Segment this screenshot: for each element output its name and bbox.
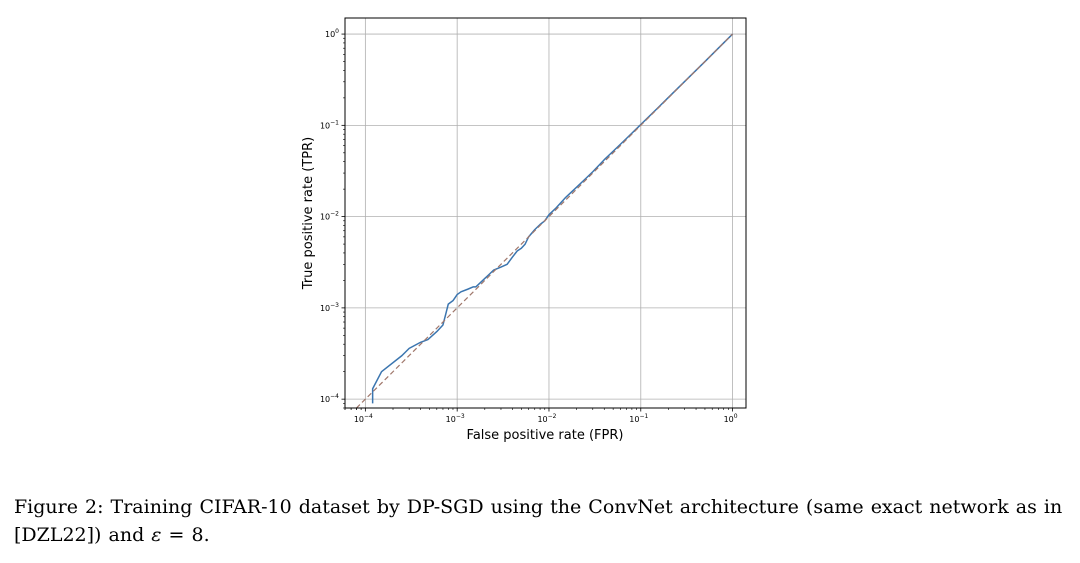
caption-epsilon: ε bbox=[151, 524, 162, 546]
caption-text: Figure 2: Training CIFAR-10 dataset by D… bbox=[14, 496, 1063, 546]
y-tick-label: 10−4 bbox=[320, 393, 339, 404]
x-tick-label: 100 bbox=[724, 413, 738, 424]
y-tick-label: 10−3 bbox=[320, 302, 339, 313]
ticks: 10−4 10−3 10−2 10−1 100 10−4 10−3 10−2 10−1 100 bbox=[320, 28, 738, 424]
x-tick-label: 10−2 bbox=[537, 413, 556, 424]
y-tick-label: 10−2 bbox=[320, 211, 339, 222]
y-tick-label: 100 bbox=[325, 28, 339, 39]
x-axis-label: False positive rate (FPR) bbox=[467, 428, 624, 443]
plot-frame bbox=[344, 17, 747, 409]
x-tick-label: 10−3 bbox=[446, 413, 465, 424]
series-layer bbox=[355, 33, 734, 408]
figure-caption: Figure 2: Training CIFAR-10 dataset by D… bbox=[14, 493, 1069, 549]
x-tick-label: 10−1 bbox=[629, 413, 648, 424]
diagonal-reference-line bbox=[355, 33, 734, 408]
x-tick-label: 10−4 bbox=[354, 413, 373, 424]
roc-curve-line bbox=[371, 33, 734, 404]
y-axis-label: True positive rate (TPR) bbox=[301, 137, 316, 290]
y-tick-label: 10−1 bbox=[320, 119, 339, 130]
grid-lines bbox=[345, 18, 746, 408]
caption-value: = 8. bbox=[161, 524, 210, 546]
